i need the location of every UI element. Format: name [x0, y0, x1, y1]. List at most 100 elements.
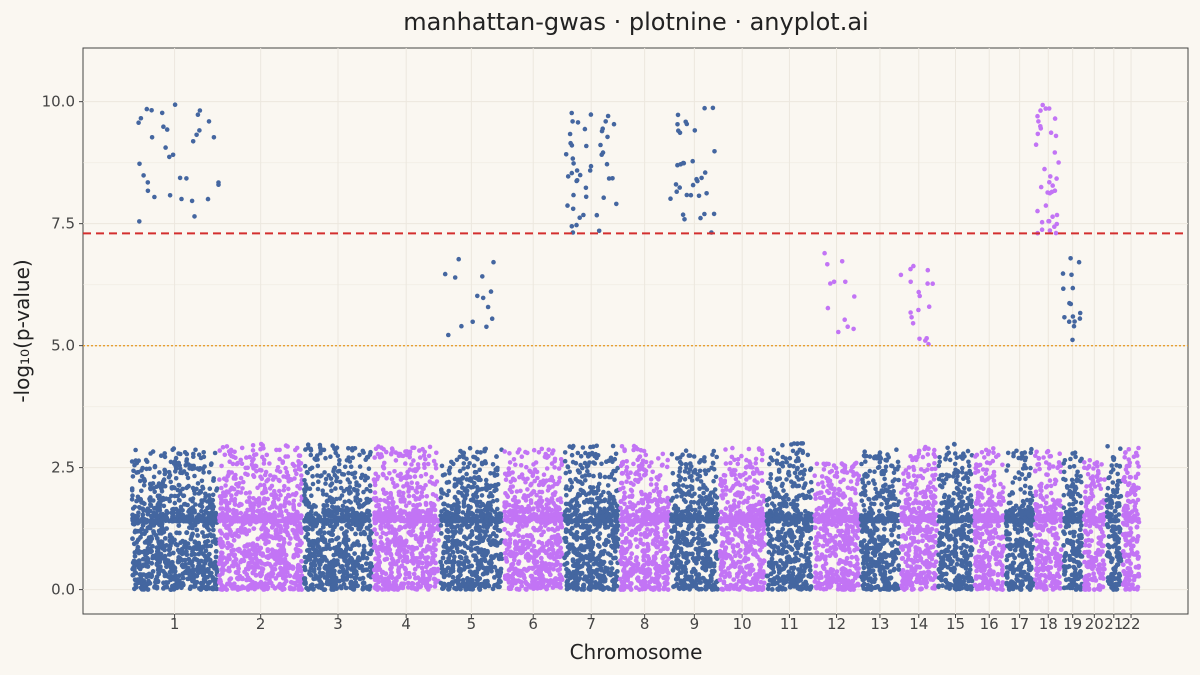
snp-point [296, 459, 301, 464]
snp-point [213, 510, 219, 516]
snp-point [425, 555, 431, 560]
snp-point [512, 579, 517, 585]
snp-point [418, 473, 424, 479]
snp-point [373, 582, 379, 588]
snp-point [297, 579, 303, 585]
snp-point [220, 510, 225, 516]
snp-point [447, 553, 453, 558]
snp-point [130, 566, 136, 572]
snp-point [177, 518, 183, 524]
snp-point [418, 494, 424, 499]
snp-point [207, 562, 213, 567]
snp-point [187, 466, 192, 471]
snp-point [309, 465, 315, 471]
snp-point [389, 586, 395, 591]
snp-point [512, 477, 517, 483]
snp-point [170, 485, 175, 490]
snp-point [557, 566, 563, 572]
snp-point [412, 519, 418, 524]
snp-point [221, 518, 227, 524]
snp-point [526, 509, 531, 514]
snp-point [210, 507, 216, 512]
snp-point [589, 556, 595, 562]
snp-point [545, 509, 550, 514]
snp-point [297, 502, 302, 508]
snp-point [177, 530, 182, 536]
snp-point [516, 527, 522, 532]
snp-point [372, 566, 378, 572]
snp-point [208, 462, 214, 468]
snp-point [259, 468, 264, 473]
snp-point [445, 548, 451, 554]
snp-point [361, 450, 366, 455]
snp-point [137, 478, 143, 484]
snp-point [302, 554, 308, 560]
snp-point [480, 502, 485, 508]
snp-point [304, 498, 310, 503]
snp-point [379, 445, 384, 451]
snp-point [441, 501, 447, 507]
snp-point [488, 559, 493, 564]
snp-point [471, 463, 477, 469]
snp-point [453, 542, 458, 547]
snp-point [558, 550, 564, 555]
snp-point [365, 508, 370, 514]
snp-point [173, 469, 178, 474]
snp-point [487, 512, 493, 517]
snp-point [302, 478, 307, 483]
snp-point [434, 479, 440, 484]
snp-point [503, 477, 509, 483]
snp-point [262, 516, 268, 521]
snp-point [177, 483, 182, 488]
snp-point [257, 571, 263, 576]
snp-point [223, 483, 228, 488]
snp-point [506, 567, 512, 573]
snp-point [200, 530, 205, 535]
snp-point [524, 581, 530, 587]
snp-point [389, 476, 395, 482]
snp-point [188, 497, 193, 502]
snp-point [576, 551, 582, 557]
snp-point [558, 562, 563, 568]
snp-point [356, 555, 361, 560]
snp-point [568, 584, 574, 589]
snp-point [552, 528, 557, 533]
snp-point [461, 450, 466, 456]
snp-point [348, 500, 354, 505]
snp-point [196, 551, 202, 557]
snp-point [512, 503, 518, 509]
snp-point [459, 523, 465, 528]
snp-point [347, 480, 353, 485]
snp-point [148, 513, 154, 519]
snp-point [470, 577, 475, 583]
snp-point [333, 447, 338, 452]
snp-point [464, 471, 469, 477]
snp-point [317, 561, 323, 567]
snp-point [445, 529, 451, 535]
snp-point [229, 493, 234, 498]
snp-point [456, 562, 461, 567]
snp-point [331, 558, 337, 563]
snp-point [422, 465, 427, 471]
snp-point [403, 567, 408, 572]
snp-point [357, 452, 362, 458]
snp-point [161, 503, 167, 509]
snp-point [164, 515, 170, 520]
snp-point [354, 510, 360, 516]
snp-point [388, 451, 394, 457]
snp-point [164, 564, 169, 570]
snp-point [444, 515, 450, 521]
snp-point [545, 488, 551, 493]
snp-point [295, 542, 300, 548]
snp-point [225, 568, 231, 573]
snp-point [511, 571, 516, 577]
snp-point [137, 572, 143, 577]
snp-point [157, 522, 162, 528]
snp-point [320, 546, 326, 552]
snp-point [236, 534, 242, 539]
snp-point [340, 577, 345, 583]
snp-point [340, 508, 346, 513]
snp-point [581, 582, 587, 588]
snp-point [140, 500, 146, 506]
snp-point [549, 512, 554, 518]
